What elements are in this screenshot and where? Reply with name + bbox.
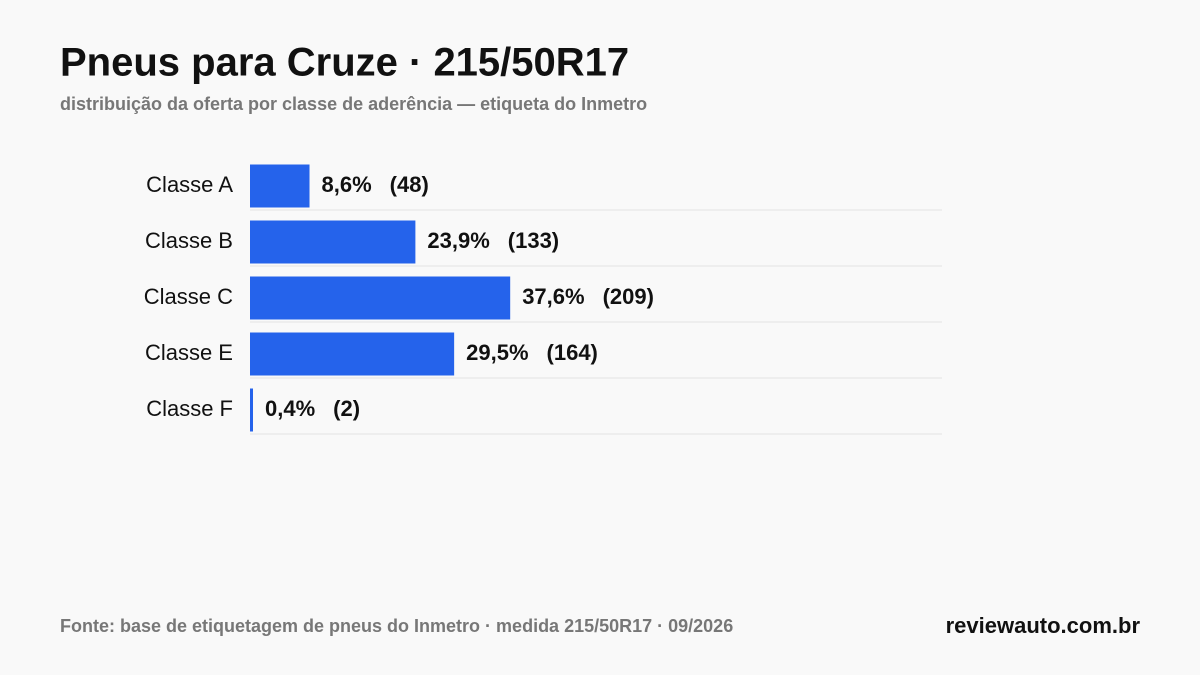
source-note: Fonte: base de etiquetagem de pneus do I… <box>60 616 733 636</box>
value-label: 29,5% (164) <box>466 340 598 365</box>
count-label: (133) <box>508 228 559 253</box>
bar <box>250 388 253 432</box>
percent-label: 0,4% <box>265 396 315 421</box>
category-label: Classe E <box>145 340 233 365</box>
percent-label: 37,6% <box>522 284 584 309</box>
value-label: 8,6% (48) <box>322 172 429 197</box>
brand: reviewauto.com.br <box>946 613 1141 638</box>
bar <box>250 164 310 208</box>
percent-label: 23,9% <box>427 228 489 253</box>
count-label: (48) <box>390 172 429 197</box>
chart-subtitle: distribuição da oferta por classe de ade… <box>60 94 647 114</box>
count-label: (2) <box>333 396 360 421</box>
category-label: Classe A <box>146 172 233 197</box>
value-label: 0,4% (2) <box>265 396 360 421</box>
bar <box>250 276 511 320</box>
value-label: 23,9% (133) <box>427 228 559 253</box>
count-label: (209) <box>603 284 654 309</box>
chart-title: Pneus para Cruze · 215/50R17 <box>60 41 629 85</box>
percent-label: 8,6% <box>322 172 372 197</box>
percent-label: 29,5% <box>466 340 528 365</box>
bar <box>250 332 455 376</box>
category-label: Classe B <box>145 228 233 253</box>
value-label: 37,6% (209) <box>522 284 654 309</box>
count-label: (164) <box>547 340 598 365</box>
bar <box>250 220 416 264</box>
category-label: Classe C <box>144 284 233 309</box>
category-label: Classe F <box>146 396 233 421</box>
